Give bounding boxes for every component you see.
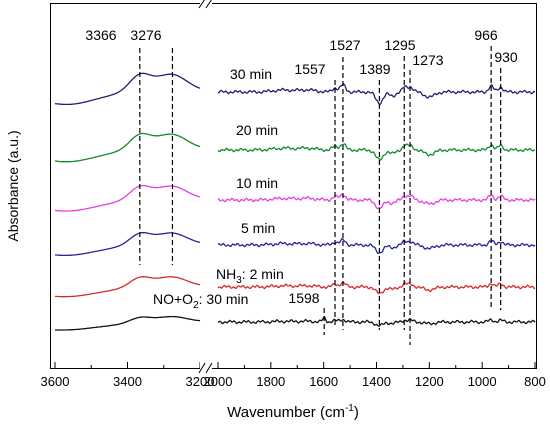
x-tick-label-1200: 1200 bbox=[415, 374, 444, 389]
spectrum-10min-left bbox=[54, 184, 201, 212]
peak-label-1389: 1389 bbox=[359, 61, 390, 77]
plot-frame bbox=[50, 3, 537, 369]
series-label-no-o2: NO+O2: 30 min bbox=[153, 291, 248, 311]
peak-drop-lines bbox=[139, 46, 502, 345]
series-label-10min: 10 min bbox=[236, 175, 278, 191]
series-label-20min: 20 min bbox=[236, 122, 278, 138]
axis-break-top bbox=[198, 0, 212, 9]
series-label-5min: 5 min bbox=[241, 220, 275, 236]
spectrum-nh3-2min-right bbox=[217, 281, 536, 295]
spectrum-10min-right bbox=[217, 193, 536, 210]
peak-label-1598: 1598 bbox=[288, 290, 319, 306]
spectrum-no-o2-30min-left bbox=[55, 315, 201, 331]
axis-break-bottom bbox=[198, 362, 213, 374]
peak-labels: 3366 3276 1557 1527 1389 1295 1273 966 9… bbox=[85, 27, 517, 306]
x-tick-label-800: 800 bbox=[524, 374, 546, 389]
x-tick-label-1800: 1800 bbox=[256, 374, 285, 389]
x-tick-label-1000: 1000 bbox=[468, 374, 497, 389]
peak-label-1273: 1273 bbox=[412, 52, 443, 68]
x-tick-label-3600: 3600 bbox=[41, 374, 70, 389]
x-axis-ticks bbox=[54, 362, 536, 368]
x-tick-label-1400: 1400 bbox=[362, 374, 391, 389]
spectrum-nh3-2min-left bbox=[55, 276, 201, 298]
peak-label-1527: 1527 bbox=[329, 37, 360, 53]
y-axis-label: Absorbance (a.u.) bbox=[5, 130, 21, 241]
spectrum-20min-right bbox=[217, 143, 536, 161]
peak-label-930: 930 bbox=[494, 49, 518, 65]
x-tick-label-3400: 3400 bbox=[113, 374, 142, 389]
spectra-curves bbox=[54, 72, 536, 331]
spectrum-30min-right bbox=[218, 83, 536, 106]
series-labels: 30 min 20 min 10 min 5 min NH3: 2 min NO… bbox=[153, 66, 284, 311]
spectrum-5min-right bbox=[217, 238, 536, 254]
x-tick-label-3200: 3200 bbox=[186, 374, 215, 389]
peak-label-3276: 3276 bbox=[130, 27, 161, 43]
spectrum-5min-left bbox=[54, 231, 201, 257]
series-label-nh3: NH3: 2 min bbox=[216, 266, 284, 286]
series-label-30min: 30 min bbox=[230, 66, 272, 82]
spectrum-no-o2-30min-right bbox=[217, 316, 536, 328]
peak-label-3366: 3366 bbox=[85, 27, 116, 43]
spectrum-30min-left bbox=[54, 72, 201, 106]
peak-label-966: 966 bbox=[474, 27, 498, 43]
spectrum-20min-left bbox=[54, 132, 201, 163]
x-tick-label-1600: 1600 bbox=[309, 374, 338, 389]
x-tick-label-2000: 2000 bbox=[204, 374, 233, 389]
peak-label-1295: 1295 bbox=[384, 37, 415, 53]
peak-label-1557: 1557 bbox=[294, 61, 325, 77]
x-axis-label: Wavenumber (cm-1) bbox=[227, 403, 359, 421]
